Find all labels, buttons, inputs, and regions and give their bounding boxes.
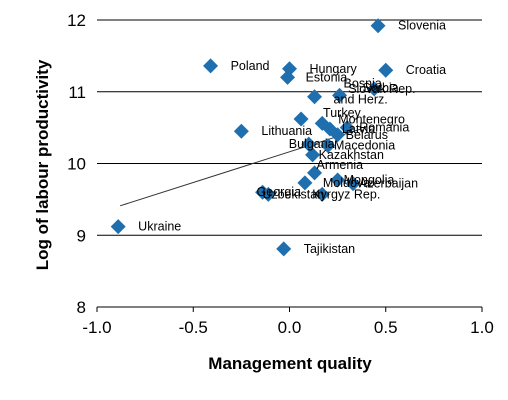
y-tick-label: 11 <box>68 83 86 102</box>
point-label: Serbia <box>363 81 399 95</box>
data-points <box>110 18 394 257</box>
x-tick-label: -0.5 <box>179 318 208 337</box>
point-label: Latvia <box>342 122 375 136</box>
point-label: Poland <box>231 59 270 73</box>
point-label: Mongolia <box>344 173 395 187</box>
y-tick-label: 12 <box>67 11 86 30</box>
point-label: Bosnia and Herz. <box>334 76 388 106</box>
data-point-marker <box>330 172 346 188</box>
point-label: Croatia <box>406 63 446 77</box>
point-label: Hungary <box>310 62 358 76</box>
data-point-marker <box>297 175 313 191</box>
data-point-marker <box>345 176 361 192</box>
x-tick-label: 0.5 <box>374 318 398 337</box>
data-point-marker <box>314 186 330 202</box>
point-label: Georgia <box>257 185 302 199</box>
point-label: Moldova <box>323 176 370 190</box>
point-label: Armenia <box>317 158 364 172</box>
data-point-marker <box>320 138 336 154</box>
data-point-marker <box>276 241 292 257</box>
x-tick-label: 1.0 <box>470 318 494 337</box>
data-point-marker <box>332 87 348 103</box>
point-label: Lithuania <box>261 124 312 138</box>
data-point-marker <box>233 123 249 139</box>
point-label: Macedonia <box>334 139 395 153</box>
x-axis-title: Management quality <box>208 354 372 373</box>
data-point-marker <box>280 69 296 85</box>
point-label: Tajikistan <box>304 242 355 256</box>
point-label: Ukraine <box>138 220 181 234</box>
y-tick-label: 10 <box>67 155 86 174</box>
axes <box>96 306 483 312</box>
point-label: Montenegro <box>338 112 405 126</box>
y-tick-label: 8 <box>77 298 86 317</box>
trendline <box>119 128 361 207</box>
x-tick-label: 0.0 <box>278 318 302 337</box>
data-point-marker <box>366 81 382 97</box>
data-point-marker <box>314 115 330 131</box>
point-label: Azerbaijan <box>359 177 418 191</box>
data-point-marker <box>339 120 355 136</box>
data-point-marker <box>330 127 346 143</box>
point-label: Belarus <box>346 128 388 142</box>
data-point-marker <box>307 89 323 105</box>
point-label: Turkey <box>323 106 361 120</box>
point-label: Kazakhstan <box>319 148 384 162</box>
tick-labels: 8 9 10 11 12 -1.0 -0.5 0.0 0.5 1.0 <box>67 11 494 337</box>
data-point-marker <box>293 111 309 127</box>
data-point-marker <box>203 58 219 74</box>
point-label: Estonia <box>306 70 348 84</box>
trendline-group <box>119 128 361 207</box>
x-tick-label: -1.0 <box>82 318 111 337</box>
data-point-marker <box>370 18 386 34</box>
gridlines <box>97 19 482 236</box>
point-label: Uzbekistan <box>262 187 324 201</box>
data-point-marker <box>305 147 321 163</box>
y-tick-label: 9 <box>77 226 86 245</box>
point-label: Bulgaria <box>289 137 335 151</box>
y-axis-title: Log of labour productivity <box>33 59 52 270</box>
point-label: Slovenia <box>398 19 446 33</box>
data-point-marker <box>378 62 394 78</box>
point-label: Slovak Rep. <box>348 82 415 96</box>
data-point-marker <box>260 186 276 202</box>
data-point-marker <box>110 219 126 235</box>
data-point-marker <box>307 165 323 181</box>
point-label: Kyrgyz Rep. <box>312 187 380 201</box>
point-label: Romania <box>359 121 409 135</box>
